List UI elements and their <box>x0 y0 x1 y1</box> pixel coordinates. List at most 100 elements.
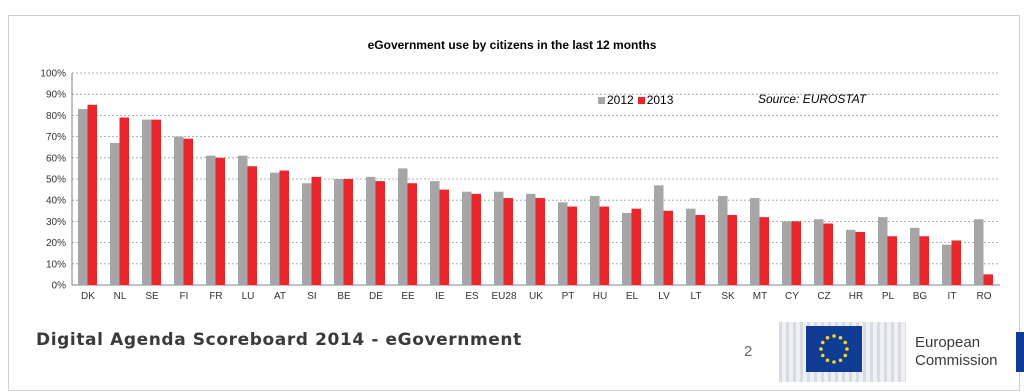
bar-2013-FR <box>216 158 226 285</box>
x-tick-label: LV <box>658 291 670 302</box>
bar-2012-HR <box>846 230 856 285</box>
bar-2012-IE <box>430 181 440 285</box>
x-tick-label: LT <box>691 291 702 302</box>
x-tick-label: UK <box>529 291 543 302</box>
x-tick-label: IT <box>948 291 957 302</box>
bar-2012-FI <box>174 137 184 285</box>
legend-label-2013: 2013 <box>647 93 674 107</box>
bar-2013-NL <box>120 118 130 285</box>
bar-2012-LT <box>686 209 696 285</box>
x-tick-label: MT <box>753 291 767 302</box>
bar-2013-UK <box>536 198 546 285</box>
eu-star-icon <box>821 354 825 358</box>
eu-star-icon <box>821 341 825 345</box>
x-tick-label: LU <box>242 291 255 302</box>
bar-2012-LV <box>654 185 664 285</box>
bar-2013-PL <box>888 236 898 285</box>
x-tick-label: CY <box>785 291 799 302</box>
bar-2012-CY <box>782 221 792 285</box>
bar-2012-EE <box>398 168 408 285</box>
bar-2013-PT <box>568 207 578 285</box>
eu-star-icon <box>839 358 843 362</box>
bar-2013-EE <box>408 183 418 285</box>
y-tick-label: 0% <box>52 281 67 292</box>
eu-star-icon <box>843 354 847 358</box>
x-tick-label: SK <box>721 291 735 302</box>
y-tick-label: 40% <box>46 196 66 207</box>
eu-star-icon <box>826 358 830 362</box>
x-tick-label: NL <box>114 291 127 302</box>
bar-2013-RO <box>984 274 994 285</box>
legend-swatch-2012 <box>598 97 605 104</box>
bar-2013-LT <box>696 215 706 285</box>
eu-star-icon <box>845 347 849 351</box>
chart-legend: 2012 2013 <box>598 93 677 107</box>
bar-2013-SE <box>152 120 162 285</box>
bar-2013-SI <box>312 177 322 285</box>
bar-2013-HR <box>856 232 866 285</box>
bar-2012-SI <box>302 183 312 285</box>
bar-2012-DE <box>366 177 376 285</box>
eu-star-icon <box>839 336 843 340</box>
bar-2012-MT <box>750 198 760 285</box>
eu-star-icon <box>819 347 823 351</box>
organization-name-line1: European <box>915 334 998 352</box>
bar-2012-SK <box>718 196 728 285</box>
eu-star-icon <box>832 334 836 338</box>
y-tick-label: 90% <box>46 90 66 101</box>
x-tick-label: EU28 <box>491 291 516 302</box>
x-tick-label: EE <box>401 291 415 302</box>
bar-2013-ES <box>472 194 482 285</box>
eu-stars-icon <box>806 326 862 372</box>
x-tick-label: BG <box>913 291 928 302</box>
bar-2012-CZ <box>814 219 824 285</box>
bar-2013-IT <box>952 240 962 285</box>
legend-label-2012: 2012 <box>607 93 634 107</box>
bar-2012-AT <box>270 173 280 285</box>
x-tick-label: FI <box>180 291 189 302</box>
eu-star-icon <box>826 336 830 340</box>
y-tick-label: 80% <box>46 111 66 122</box>
y-tick-label: 50% <box>46 175 66 186</box>
bar-2012-EU28 <box>494 192 504 285</box>
bar-2012-HU <box>590 196 600 285</box>
bar-2012-FR <box>206 156 216 285</box>
x-tick-label: ES <box>465 291 479 302</box>
page-number: 2 <box>744 343 752 360</box>
bar-2012-IT <box>942 245 952 285</box>
bar-2013-IE <box>440 190 450 285</box>
legend-item-2012: 2012 <box>598 93 634 107</box>
chart-title: eGovernment use by citizens in the last … <box>0 38 1024 52</box>
bar-2012-RO <box>974 219 984 285</box>
footer-title: Digital Agenda Scoreboard 2014 - eGovern… <box>36 330 522 350</box>
x-tick-label: SI <box>307 291 316 302</box>
y-tick-label: 70% <box>46 132 66 143</box>
bar-2013-FI <box>184 139 194 285</box>
x-tick-label: PT <box>562 291 575 302</box>
legend-item-2013: 2013 <box>638 93 674 107</box>
bar-2013-DE <box>376 181 386 285</box>
bar-2012-PL <box>878 217 888 285</box>
x-tick-label: IE <box>435 291 445 302</box>
x-tick-label: FR <box>209 291 222 302</box>
x-tick-label: PL <box>882 291 895 302</box>
x-tick-label: SE <box>145 291 159 302</box>
bar-2013-LV <box>664 211 674 285</box>
x-tick-label: RO <box>977 291 992 302</box>
bar-2012-NL <box>110 143 120 285</box>
source-annotation: Source: EUROSTAT <box>758 92 866 106</box>
y-tick-label: 30% <box>46 217 66 228</box>
bar-2013-LU <box>248 166 258 285</box>
organization-name-line2: Commission <box>915 352 998 370</box>
x-tick-label: AT <box>274 291 286 302</box>
bar-2013-SK <box>728 215 738 285</box>
x-tick-label: EL <box>626 291 639 302</box>
bar-2013-BG <box>920 236 930 285</box>
eu-star-icon <box>832 360 836 364</box>
bar-2012-EL <box>622 213 632 285</box>
bar-2012-SE <box>142 120 152 285</box>
x-tick-label: HR <box>849 291 863 302</box>
bar-2013-EL <box>632 209 642 285</box>
y-tick-label: 10% <box>46 259 66 270</box>
x-tick-label: BE <box>337 291 351 302</box>
